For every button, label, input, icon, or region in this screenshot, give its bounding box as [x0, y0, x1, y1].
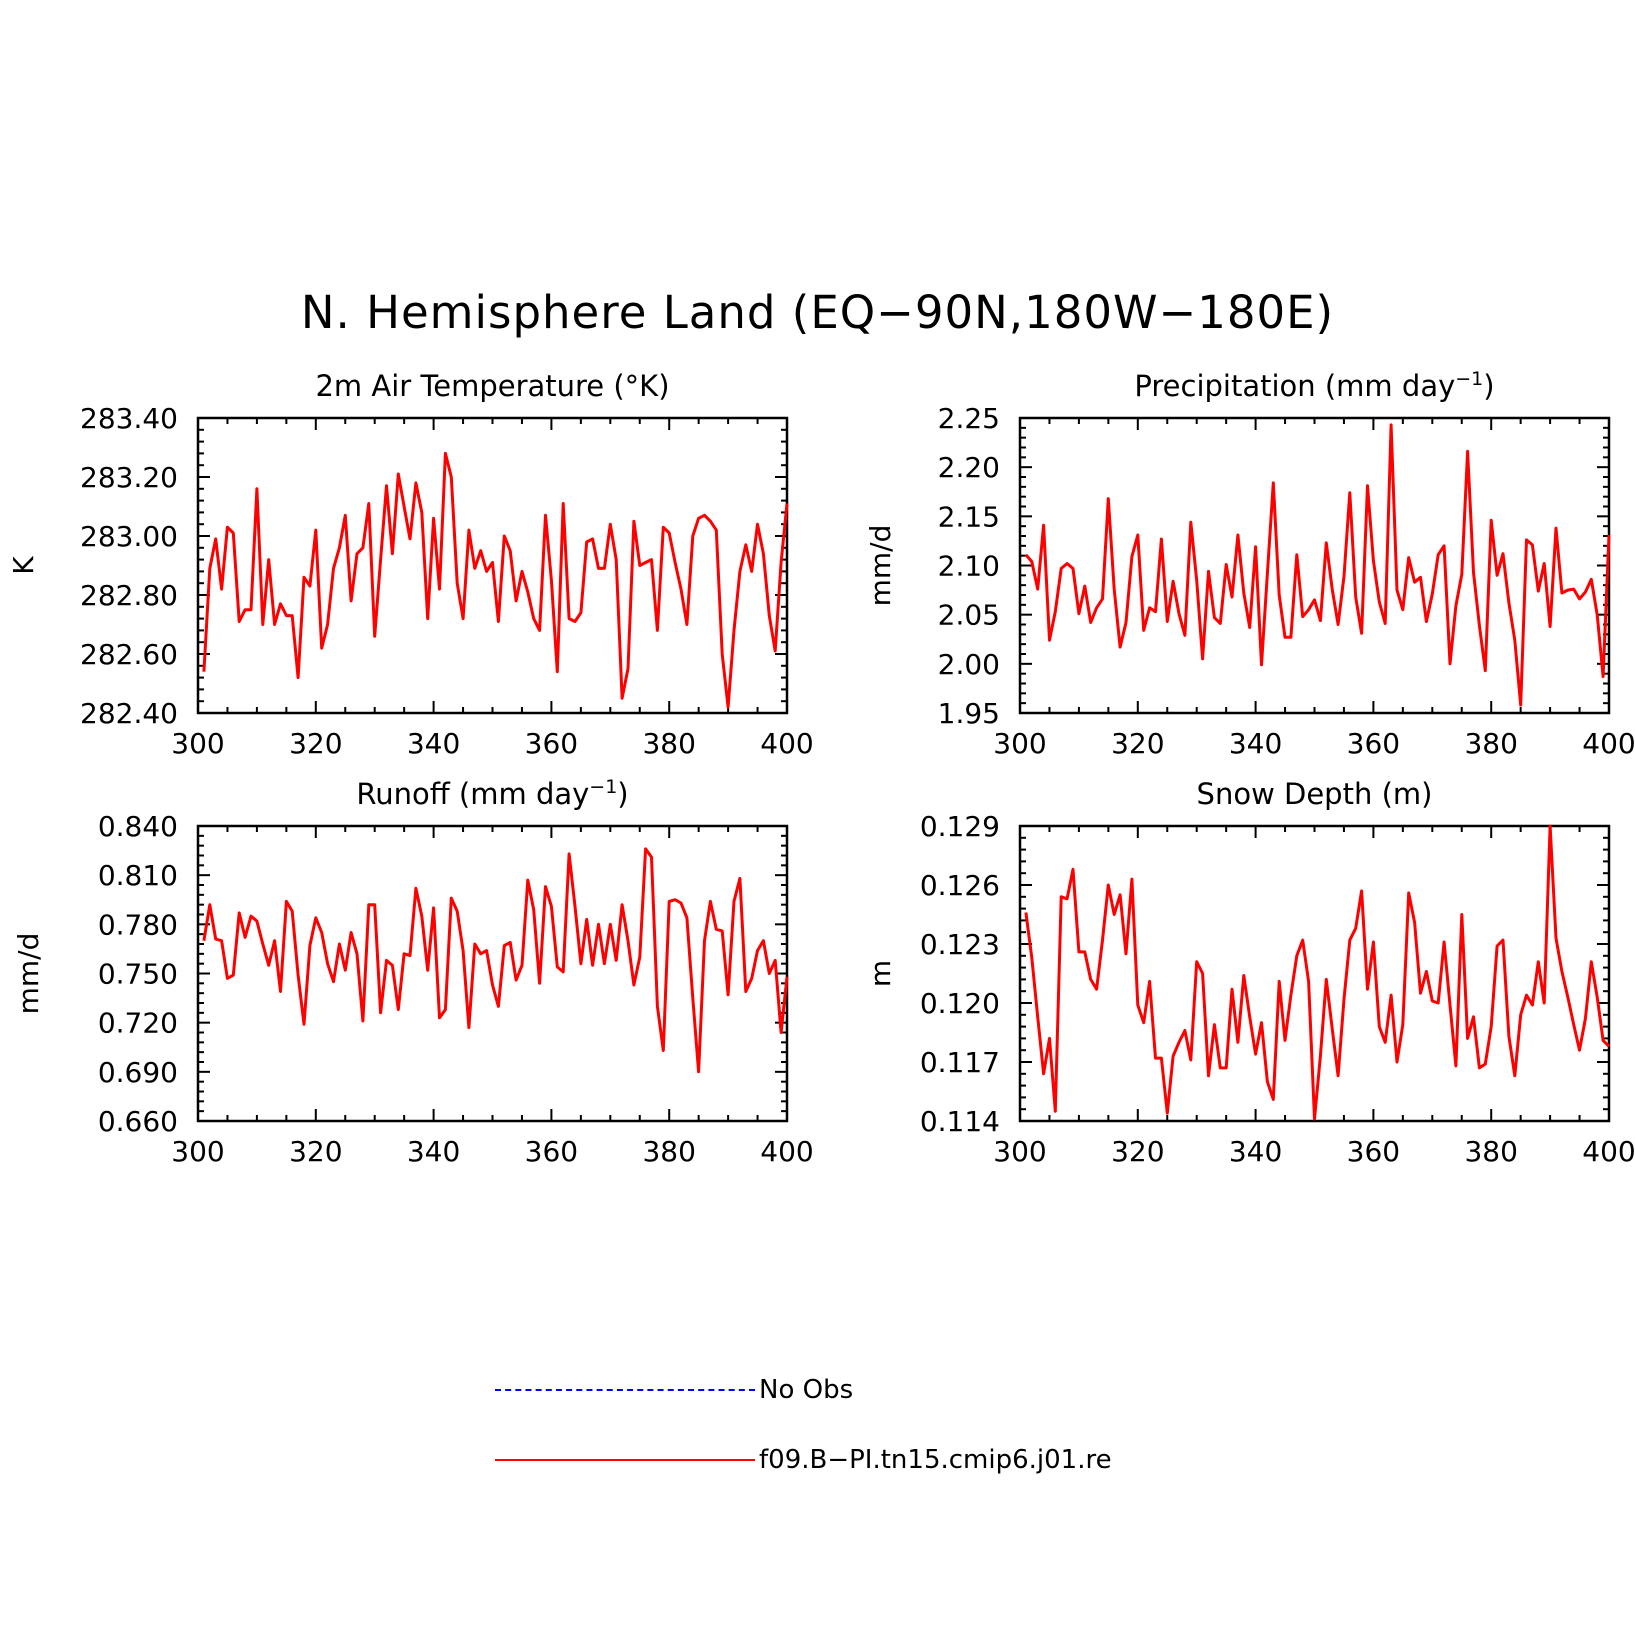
y-tick-label: 1.95 [938, 697, 1000, 730]
y-tick-label: 2.10 [938, 550, 1000, 583]
y-tick-label: 283.00 [80, 520, 178, 553]
x-tick-label: 340 [407, 727, 460, 760]
x-tick-label: 320 [1111, 727, 1164, 760]
y-tick-label: 0.126 [920, 869, 1000, 902]
legend-swatch-solid [495, 1459, 755, 1461]
x-tick-label: 360 [525, 727, 578, 760]
plot-frame [1018, 824, 1611, 1123]
panel-title: 2m Air Temperature (°K) [315, 369, 669, 403]
y-tick-label: 282.40 [80, 697, 178, 730]
y-tick-label: 0.810 [98, 859, 178, 892]
x-tick-label: 380 [1464, 727, 1517, 760]
y-axis-label: mm/d [12, 933, 45, 1015]
y-tick-label: 2.05 [938, 599, 1000, 632]
y-tick-label: 0.123 [920, 928, 1000, 961]
y-tick-label: 0.720 [98, 1007, 178, 1040]
y-tick-label: 2.00 [938, 648, 1000, 681]
y-tick-label: 283.40 [80, 402, 178, 435]
panel-title: Runoff (mm day−1) [356, 776, 628, 811]
y-tick-label: 2.20 [938, 451, 1000, 484]
y-tick-label: 0.117 [920, 1046, 1000, 1079]
y-tick-label: 282.80 [80, 579, 178, 612]
y-axis-label: mm/d [864, 525, 897, 607]
legend-item-model: f09.B−PI.tn15.cmip6.j01.re [495, 1440, 1112, 1480]
series-line [202, 847, 789, 1074]
x-tick-label: 360 [1347, 1135, 1400, 1168]
x-tick-label: 400 [1582, 727, 1635, 760]
x-tick-label: 300 [993, 1135, 1046, 1168]
x-tick-label: 380 [642, 1135, 695, 1168]
x-tick-label: 400 [1582, 1135, 1635, 1168]
y-tick-label: 2.15 [938, 500, 1000, 533]
y-tick-label: 2.25 [938, 402, 1000, 435]
x-tick-label: 300 [171, 1135, 224, 1168]
y-tick-label: 282.60 [80, 638, 178, 671]
legend-label: No Obs [759, 1375, 854, 1405]
x-tick-label: 320 [289, 1135, 342, 1168]
x-tick-label: 300 [171, 727, 224, 760]
x-tick-label: 380 [1464, 1135, 1517, 1168]
y-tick-label: 0.114 [920, 1105, 1000, 1138]
y-axis-label: m [864, 960, 897, 987]
y-tick-label: 0.780 [98, 908, 178, 941]
y-tick-label: 0.750 [98, 958, 178, 991]
x-tick-label: 400 [760, 1135, 813, 1168]
x-tick-label: 340 [407, 1135, 460, 1168]
series-line [202, 451, 789, 709]
legend: No Obs f09.B−PI.tn15.cmip6.j01.re [495, 1370, 1195, 1570]
y-axis-label: K [7, 556, 40, 575]
series-line [1024, 423, 1611, 707]
y-tick-label: 283.20 [80, 461, 178, 494]
x-tick-label: 340 [1229, 727, 1282, 760]
x-tick-label: 320 [289, 727, 342, 760]
legend-item-no-obs: No Obs [495, 1370, 853, 1410]
y-tick-label: 0.120 [920, 987, 1000, 1020]
x-tick-label: 360 [1347, 727, 1400, 760]
x-tick-label: 380 [642, 727, 695, 760]
legend-label: f09.B−PI.tn15.cmip6.j01.re [759, 1445, 1112, 1475]
page-title: N. Hemisphere Land (EQ−90N,180W−180E) [300, 286, 1335, 339]
series-line [1024, 824, 1611, 1121]
y-tick-label: 0.660 [98, 1105, 178, 1138]
panel-title: Snow Depth (m) [1197, 777, 1433, 811]
x-tick-label: 300 [993, 727, 1046, 760]
x-tick-label: 400 [760, 727, 813, 760]
y-tick-label: 0.690 [98, 1056, 178, 1089]
y-tick-label: 0.840 [98, 810, 178, 843]
x-tick-label: 320 [1111, 1135, 1164, 1168]
x-tick-label: 340 [1229, 1135, 1282, 1168]
x-tick-label: 360 [525, 1135, 578, 1168]
panel-title: Precipitation (mm day−1) [1134, 368, 1494, 403]
legend-swatch-dashed [495, 1389, 755, 1391]
y-tick-label: 0.129 [920, 810, 1000, 843]
